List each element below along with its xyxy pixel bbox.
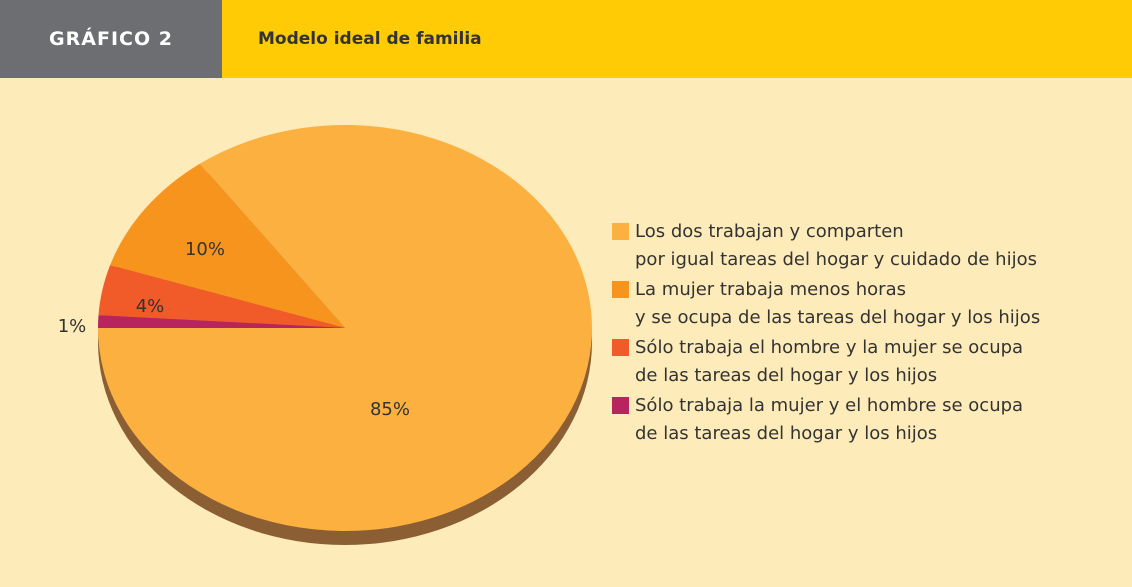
data-label: 85%	[370, 399, 410, 420]
legend-item: Sólo trabaja la mujer y el hombre se ocu…	[612, 392, 1023, 448]
legend-swatch	[612, 339, 629, 356]
pie-slice	[110, 163, 345, 328]
legend-swatch	[612, 281, 629, 298]
legend-swatch	[612, 223, 629, 240]
data-label: 4%	[136, 296, 165, 317]
legend-label: Sólo trabaja el hombre y la mujer se ocu…	[635, 337, 1024, 386]
legend-label: Sólo trabaja la mujer y el hombre se ocu…	[635, 395, 1024, 444]
legend-label: Los dos trabajan y comparten por igual t…	[635, 221, 1037, 270]
data-label: 1%	[58, 316, 87, 337]
header-title: Modelo ideal de familia	[222, 0, 1132, 78]
legend-item: Los dos trabajan y comparten por igual t…	[612, 218, 1037, 274]
pie-slice	[98, 315, 345, 328]
legend-item: La mujer trabaja menos horas y se ocupa …	[612, 276, 1040, 332]
pie-slice	[98, 265, 345, 328]
data-label: 10%	[185, 239, 225, 260]
legend-swatch	[612, 397, 629, 414]
legend-item: Sólo trabaja el hombre y la mujer se ocu…	[612, 334, 1023, 390]
legend-label: La mujer trabaja menos horas y se ocupa …	[635, 279, 1041, 328]
header-label: GRÁFICO 2	[0, 0, 222, 78]
